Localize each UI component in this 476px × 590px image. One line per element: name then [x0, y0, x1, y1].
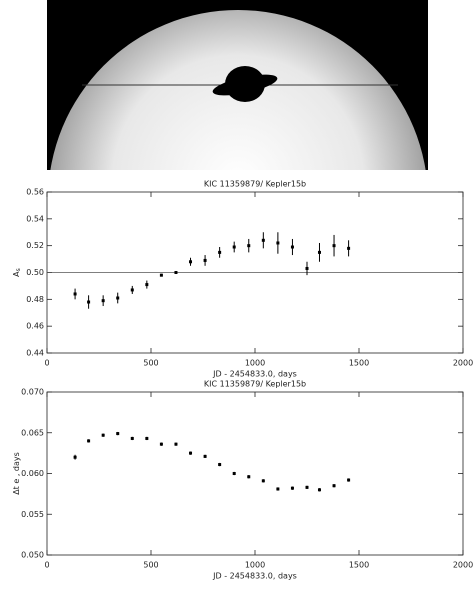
x-tick-label: 500 [143, 561, 158, 570]
plot-frame [47, 392, 463, 555]
data-point [218, 251, 221, 254]
data-point [291, 246, 294, 249]
data-point [160, 443, 163, 446]
data-point [347, 247, 350, 250]
x-axis-label: JD - 2454833.0, days [212, 572, 297, 581]
data-point [131, 437, 134, 440]
data-point [174, 443, 177, 446]
x-tick-label: 0 [44, 359, 49, 368]
data-point [233, 472, 236, 475]
y-axis-label-main: Δt e , days [12, 452, 21, 495]
data-point [74, 456, 77, 459]
x-tick-label: 2000 [453, 561, 473, 570]
chart-title: KIC 11359879/ Kepler15b [204, 180, 306, 189]
data-point [291, 487, 294, 490]
y-tick-label: 0.070 [21, 388, 44, 397]
y-tick-label: 0.56 [26, 188, 44, 197]
data-point [87, 301, 90, 304]
data-point [247, 244, 250, 247]
x-axis-label: JD - 2454833.0, days [212, 370, 297, 379]
data-point [233, 246, 236, 249]
y-axis-label: As [12, 268, 22, 277]
y-tick-label: 0.54 [26, 214, 44, 223]
data-point [160, 274, 163, 277]
data-point [347, 479, 350, 482]
data-point [204, 455, 207, 458]
chart-title: KIC 11359879/ Kepler15b [204, 380, 306, 389]
x-tick-label: 2000 [453, 359, 473, 368]
data-point [189, 452, 192, 455]
data-point [102, 299, 105, 302]
data-point [262, 239, 265, 242]
planet [225, 66, 265, 102]
x-tick-label: 1500 [349, 561, 369, 570]
data-point [333, 484, 336, 487]
data-point [74, 292, 77, 295]
transit-image [47, 0, 428, 390]
data-point [145, 437, 148, 440]
x-tick-label: 0 [44, 561, 49, 570]
data-point [102, 434, 105, 437]
y-tick-label: 0.48 [26, 295, 44, 304]
data-point [131, 288, 134, 291]
y-tick-label: 0.060 [21, 469, 44, 478]
data-point [189, 260, 192, 263]
data-point [276, 487, 279, 490]
x-tick-label: 1000 [245, 359, 265, 368]
y-tick-label: 0.065 [21, 428, 44, 437]
figure: KIC 11359879/ Kepler15b 0 500 1000 1500 2000 0… [0, 0, 476, 586]
x-tick-label: 500 [143, 359, 158, 368]
data-point [87, 439, 90, 442]
x-tick-label: 1500 [349, 359, 369, 368]
data-point [174, 271, 177, 274]
data-point [116, 432, 119, 435]
data-point [318, 251, 321, 254]
data-point [306, 267, 309, 270]
y-tick-label: 0.050 [21, 551, 44, 560]
y-tick-label: 0.44 [26, 349, 44, 358]
data-point [218, 463, 221, 466]
y-tick-label: 0.46 [26, 322, 44, 331]
data-point [262, 479, 265, 482]
y-axis-label: Δt e , days [12, 452, 21, 495]
data-point [318, 488, 321, 491]
star-disk [48, 10, 428, 390]
data-point [204, 259, 207, 262]
data-point [276, 241, 279, 244]
data-point [333, 244, 336, 247]
data-point [306, 486, 309, 489]
data-point [247, 475, 250, 478]
y-tick-label: 0.055 [21, 510, 44, 519]
y-tick-label: 0.50 [26, 268, 44, 277]
data-point [145, 283, 148, 286]
data-point [116, 296, 119, 299]
y-tick-label: 0.52 [26, 241, 44, 250]
y-axis-label-subscript: s [15, 268, 22, 271]
x-tick-label: 1000 [245, 561, 265, 570]
